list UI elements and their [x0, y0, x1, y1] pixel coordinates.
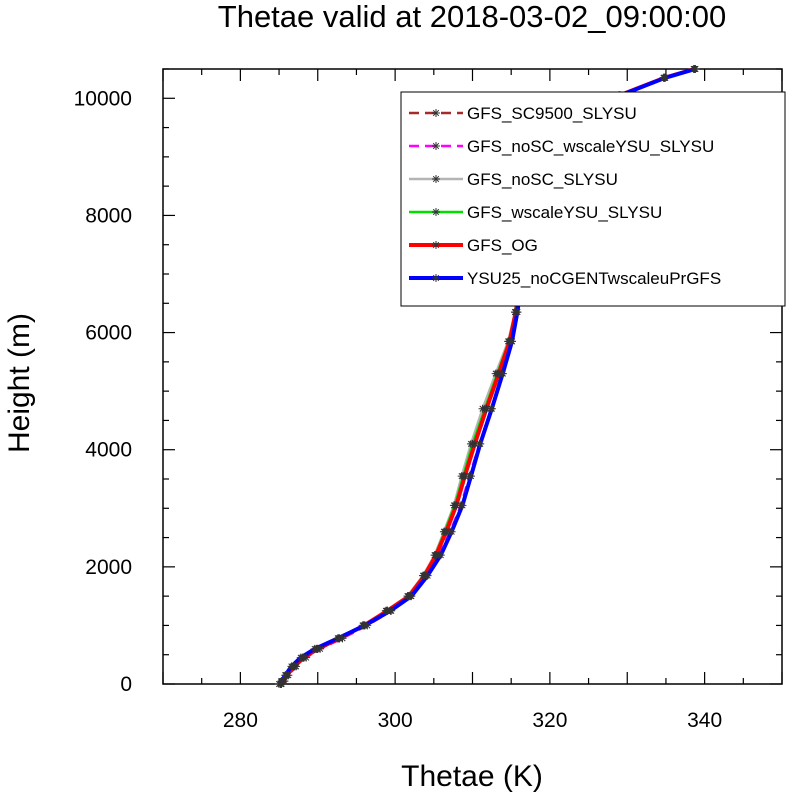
- series-marker-6: [436, 551, 445, 560]
- y-tick-label: 2000: [85, 556, 132, 579]
- x-tick-label: 300: [378, 709, 413, 732]
- series-marker-6: [691, 65, 700, 73]
- series-marker-6: [287, 662, 296, 671]
- series-marker-6: [498, 369, 507, 378]
- legend-label-2: GFS_noSC_wscaleYSU_SLYSU: [467, 137, 714, 156]
- series-marker-6: [296, 653, 305, 662]
- y-tick-label: 6000: [85, 322, 132, 345]
- y-tick-label: 10000: [74, 87, 132, 110]
- legend-label-5: GFS_OG: [467, 236, 538, 255]
- series-marker-6: [513, 308, 522, 317]
- y-tick-label: 0: [120, 673, 132, 696]
- series-marker-6: [277, 677, 286, 686]
- legend-marker-2: [432, 142, 440, 150]
- x-tick-label: 280: [223, 709, 258, 732]
- legend-label-6: YSU25_noCGENTwscaleuPrGFS: [467, 269, 721, 288]
- series-marker-6: [458, 501, 467, 510]
- series-marker-6: [281, 671, 290, 680]
- legend-box: [400, 91, 786, 307]
- legend-label-4: GFS_wscaleYSU_SLYSU: [467, 203, 662, 222]
- series-marker-6: [661, 73, 670, 82]
- series-marker-6: [466, 472, 475, 481]
- series-marker-5: [442, 527, 451, 536]
- legend-marker-3: [432, 175, 440, 183]
- series-marker-6: [423, 571, 432, 580]
- plot-area: 280 300 320 340 0 2000 4000 6000 8000 10000 GFS_SC…: [74, 65, 786, 732]
- series-marker-6: [360, 621, 369, 630]
- series-marker-5: [460, 472, 469, 481]
- series-marker-6: [447, 527, 456, 536]
- x-tick-label: 340: [687, 709, 722, 732]
- chart-title: Thetae valid at 2018-03-02_09:00:00: [218, 0, 726, 34]
- series-marker-5: [452, 501, 461, 510]
- y-tick-label: 8000: [85, 204, 132, 227]
- legend-marker-5: [432, 241, 440, 249]
- legend-marker-1: [432, 109, 440, 117]
- series-marker-6: [487, 404, 496, 413]
- series-marker-5: [482, 404, 491, 413]
- series-marker-6: [386, 606, 395, 615]
- legend-marker-4: [432, 208, 440, 216]
- series-marker-5: [470, 439, 479, 448]
- series-marker-6: [476, 439, 485, 448]
- y-tick-label: 4000: [85, 439, 132, 462]
- legend-marker-6: [432, 274, 440, 282]
- series-marker-6: [310, 644, 319, 653]
- legend-label-3: GFS_noSC_SLYSU: [467, 170, 618, 189]
- legend-label-1: GFS_SC9500_SLYSU: [467, 104, 637, 123]
- series-marker-6: [333, 634, 342, 643]
- y-axis-title: Height (m): [3, 313, 36, 453]
- x-axis-title: Thetae (K): [401, 760, 543, 793]
- series-marker-6: [407, 592, 416, 601]
- series-marker-6: [507, 337, 516, 346]
- series-marker-5: [432, 551, 441, 560]
- x-tick-label: 320: [532, 709, 567, 732]
